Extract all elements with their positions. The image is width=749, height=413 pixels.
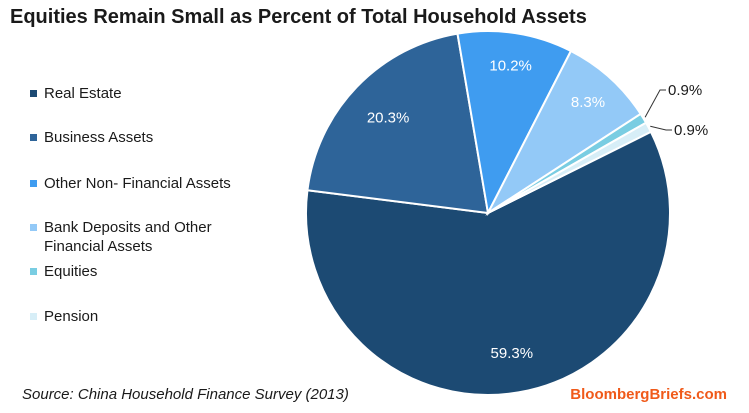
- leader-line-equities: [644, 89, 666, 118]
- data-label-pension: 0.9%: [674, 122, 708, 139]
- source-note: Source: China Household Finance Survey (…: [22, 386, 349, 403]
- pie-slice-business-assets: [306, 32, 490, 215]
- data-label-real-estate: 59.3%: [491, 345, 534, 362]
- legend-swatch-other-non-financial-assets: [30, 180, 37, 187]
- legend-label-bank-deposits: Bank Deposits and Other Financial Assets: [44, 219, 212, 255]
- chart-title: Equities Remain Small as Percent of Tota…: [10, 6, 587, 28]
- legend-item-business-assets: Business Assets: [30, 128, 153, 147]
- pie-slice-real-estate: [305, 130, 671, 396]
- pie-slice-pension: [487, 121, 653, 214]
- legend-label-equities: Equities: [44, 263, 98, 280]
- legend-swatch-real-estate: [30, 90, 37, 97]
- data-label-business-assets: 20.3%: [367, 109, 410, 126]
- legend-item-equities: Equities: [30, 262, 97, 281]
- legend-item-real-estate: Real Estate: [30, 84, 122, 103]
- data-label-equities: 0.9%: [668, 82, 702, 99]
- legend-swatch-equities: [30, 268, 37, 275]
- legend-swatch-business-assets: [30, 134, 37, 141]
- leader-line-pension: [650, 125, 672, 131]
- legend-item-bank-deposits: Bank Deposits and Other Financial Assets: [30, 218, 212, 256]
- legend-swatch-bank-deposits: [30, 224, 37, 231]
- legend-label-real-estate: Real Estate: [44, 85, 122, 102]
- legend-item-pension: Pension: [30, 307, 98, 326]
- legend-label-other-non-financial-assets: Other Non- Financial Assets: [44, 175, 231, 192]
- legend-item-other-non-financial-assets: Other Non- Financial Assets: [30, 174, 231, 193]
- pie-slice-other-non-financial-assets: [456, 30, 573, 217]
- pie-slice-bank-deposits: [485, 49, 643, 216]
- legend-swatch-pension: [30, 313, 37, 320]
- legend-label-business-assets: Business Assets: [44, 129, 154, 146]
- data-label-bank-deposits: 8.3%: [571, 94, 605, 111]
- legend-label-pension: Pension: [44, 308, 99, 325]
- data-label-other-non-financial-assets: 10.2%: [489, 57, 532, 74]
- chart-legend: Real Estate Business Assets Other Non- Fin…: [30, 0, 310, 413]
- brand-logo-text: BloombergBriefs.com: [570, 386, 727, 403]
